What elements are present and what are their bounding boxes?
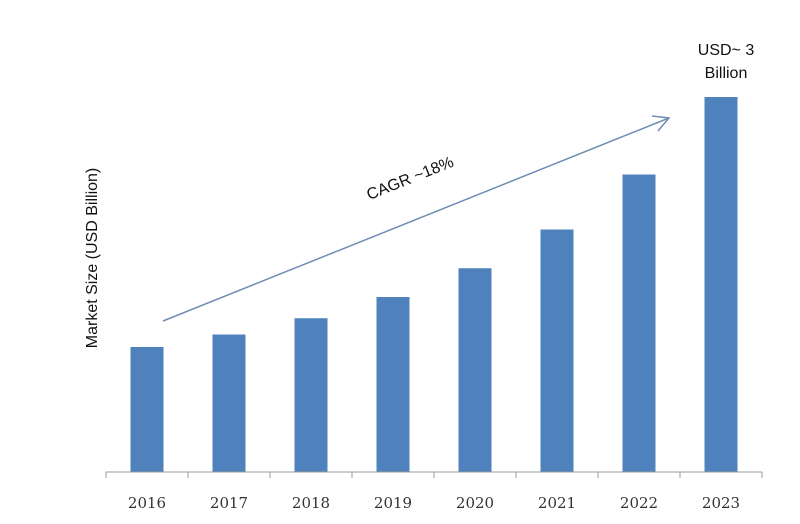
bar-2020 xyxy=(458,268,492,472)
x-tick-label: 2018 xyxy=(292,494,330,512)
last-value-label-line1: USD~ 3 xyxy=(698,42,755,59)
x-tick-label: 2021 xyxy=(538,494,576,512)
bar-2022 xyxy=(622,174,656,472)
x-tick-label: 2017 xyxy=(210,494,248,512)
x-tick-label: 2019 xyxy=(374,494,412,512)
bar-2023 xyxy=(704,97,738,472)
last-value-label-line2: Billion xyxy=(705,65,748,82)
x-tick-label: 2016 xyxy=(128,494,166,512)
bar-2021 xyxy=(540,229,574,472)
y-axis-label: Market Size (USD Billion) xyxy=(84,168,101,348)
x-tick-label: 2023 xyxy=(702,494,740,512)
bar-2019 xyxy=(376,297,410,472)
x-tick-label: 2022 xyxy=(620,494,658,512)
cagr-label: CAGR ~18% xyxy=(364,154,456,204)
bar-2016 xyxy=(130,347,164,472)
bar-2018 xyxy=(294,318,328,472)
cagr-arrow xyxy=(162,115,671,322)
bar-2017 xyxy=(212,334,246,472)
x-tick-label: 2020 xyxy=(456,494,494,512)
